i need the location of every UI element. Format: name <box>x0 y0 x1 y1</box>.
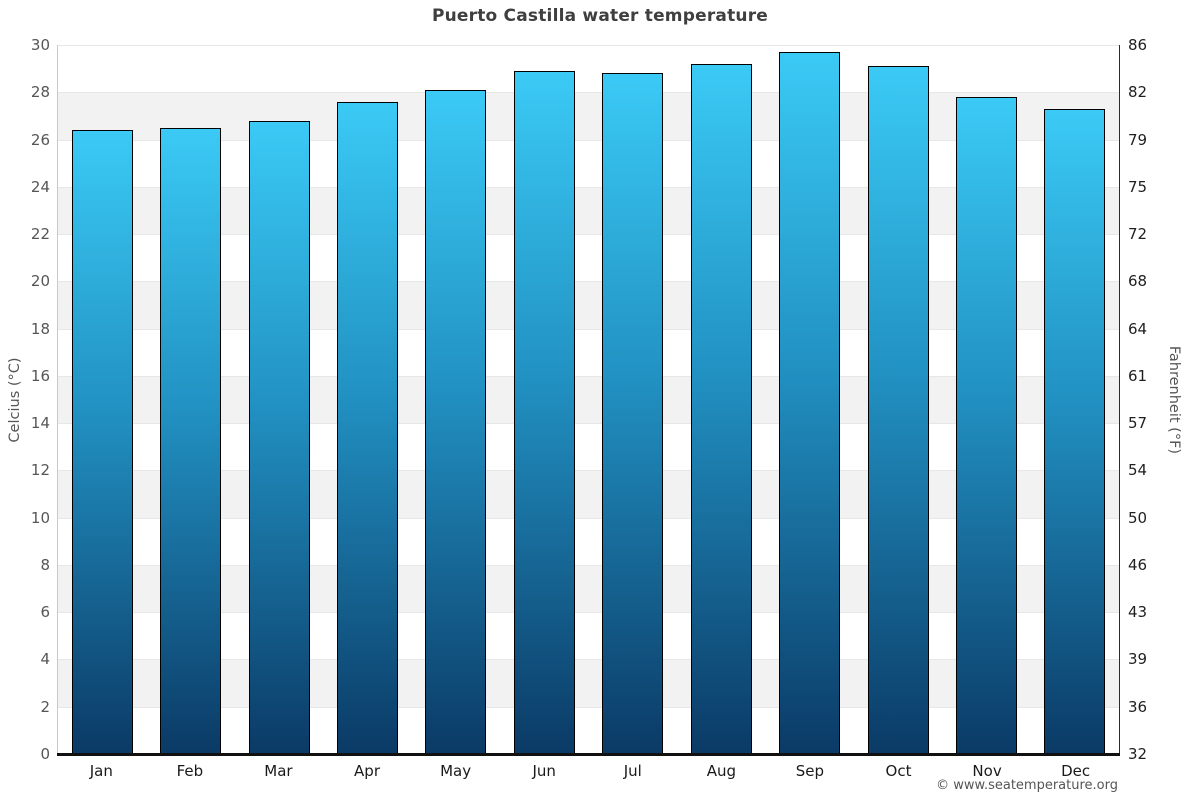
bar-slot-may <box>412 45 500 754</box>
x-label-apr: Apr <box>354 762 380 780</box>
bar-nov <box>955 97 1017 754</box>
y-tick-fahrenheit: 68 <box>1128 272 1148 291</box>
x-label-sep: Sep <box>795 762 825 780</box>
y-tick-celsius: 2 <box>40 697 50 716</box>
bar-slot-feb <box>146 45 234 754</box>
y-tick-fahrenheit: 61 <box>1128 366 1148 385</box>
y-tick-celsius: 12 <box>30 461 50 480</box>
y-tick-celsius: 28 <box>30 83 50 102</box>
x-label-aug: Aug <box>706 762 736 780</box>
grid-band <box>58 612 1119 660</box>
y-tick-celsius: 10 <box>30 508 50 527</box>
y-tick-celsius: 24 <box>30 177 50 196</box>
y-axis-ticks-fahrenheit: 86 82 79 75 72 68 64 61 57 54 50 46 43 39 36 32 <box>1128 36 1174 763</box>
grid-band <box>58 517 1119 565</box>
grid-band <box>58 470 1119 518</box>
bar-slot-jan <box>58 45 146 754</box>
y-tick-fahrenheit: 72 <box>1128 225 1148 244</box>
grid-band <box>58 375 1119 424</box>
y-tick-celsius: 18 <box>30 319 50 338</box>
bar-aug <box>690 63 752 754</box>
x-label-jul: Jul <box>623 762 642 780</box>
bar-dec <box>1044 108 1106 754</box>
y-tick-fahrenheit: 64 <box>1128 319 1148 338</box>
y-tick-celsius: 0 <box>40 745 50 763</box>
x-label-jun: Jun <box>532 762 556 780</box>
bar-jul <box>602 73 664 754</box>
x-label-jan: Jan <box>89 762 113 780</box>
grid-band <box>58 281 1119 329</box>
y-tick-celsius: 6 <box>40 603 50 622</box>
grid-band <box>58 139 1119 187</box>
grid-band <box>58 423 1119 471</box>
y-tick-fahrenheit: 79 <box>1128 130 1148 149</box>
y-tick-celsius: 8 <box>40 555 50 574</box>
bar-slot-sep <box>765 45 853 754</box>
y-tick-fahrenheit: 32 <box>1128 745 1148 763</box>
x-label-mar: Mar <box>264 762 293 780</box>
copyright: © www.seatemperature.org <box>936 778 1118 793</box>
grid-band <box>58 92 1119 140</box>
bar-jun <box>513 71 575 754</box>
x-label-oct: Oct <box>885 762 912 780</box>
bar-jan <box>71 130 133 754</box>
plot-area <box>57 45 1120 756</box>
bar-slot-jun <box>500 45 588 754</box>
grid-band <box>58 186 1119 235</box>
bar-may <box>425 89 487 754</box>
y-tick-celsius: 14 <box>30 414 50 433</box>
y-tick-fahrenheit: 57 <box>1128 414 1148 433</box>
x-label-nov: Nov <box>972 762 1002 780</box>
bar-slot-jul <box>589 45 677 754</box>
bar-apr <box>336 101 398 754</box>
y-axis-ticks-celsius: 30 28 26 24 22 20 18 16 14 12 10 8 6 4 2 0 <box>0 36 50 763</box>
y-tick-fahrenheit: 82 <box>1128 83 1148 102</box>
y-tick-fahrenheit: 46 <box>1128 555 1148 574</box>
y-tick-fahrenheit: 86 <box>1128 36 1148 54</box>
y-tick-fahrenheit: 75 <box>1128 177 1148 196</box>
y-tick-celsius: 30 <box>30 36 50 54</box>
y-tick-celsius: 16 <box>30 366 50 385</box>
y-tick-fahrenheit: 54 <box>1128 461 1148 480</box>
bar-oct <box>867 66 929 754</box>
bar-feb <box>160 127 222 754</box>
x-label-may: May <box>440 762 472 780</box>
grid-band <box>58 45 1119 93</box>
grid-band <box>58 659 1119 707</box>
bar-slot-aug <box>677 45 765 754</box>
bar-slot-oct <box>854 45 942 754</box>
y-tick-fahrenheit: 50 <box>1128 508 1148 527</box>
bar-slot-mar <box>235 45 323 754</box>
x-axis-labels: Jan Feb Mar Apr May Jun Jul Aug Sep Oct Nov Dec <box>57 762 1120 780</box>
y-tick-fahrenheit: 39 <box>1128 650 1148 669</box>
bar-slot-apr <box>323 45 411 754</box>
grid-band <box>58 564 1119 613</box>
x-axis-baseline <box>57 752 1120 756</box>
y-tick-fahrenheit: 43 <box>1128 603 1148 622</box>
bar-slot-dec <box>1031 45 1119 754</box>
bar-slot-nov <box>942 45 1030 754</box>
grid-band <box>58 234 1119 282</box>
bars-container <box>58 45 1119 754</box>
grid-band <box>58 328 1119 376</box>
y-tick-celsius: 22 <box>30 225 50 244</box>
x-label-dec: Dec <box>1061 762 1091 780</box>
x-label-feb: Feb <box>176 762 204 780</box>
y-tick-fahrenheit: 36 <box>1128 697 1148 716</box>
bar-sep <box>779 52 841 754</box>
y-tick-celsius: 26 <box>30 130 50 149</box>
grid-band <box>58 706 1119 754</box>
y-tick-celsius: 4 <box>40 650 50 669</box>
chart-title: Puerto Castilla water temperature <box>431 6 769 26</box>
bar-mar <box>248 120 310 754</box>
y-tick-celsius: 20 <box>30 272 50 291</box>
